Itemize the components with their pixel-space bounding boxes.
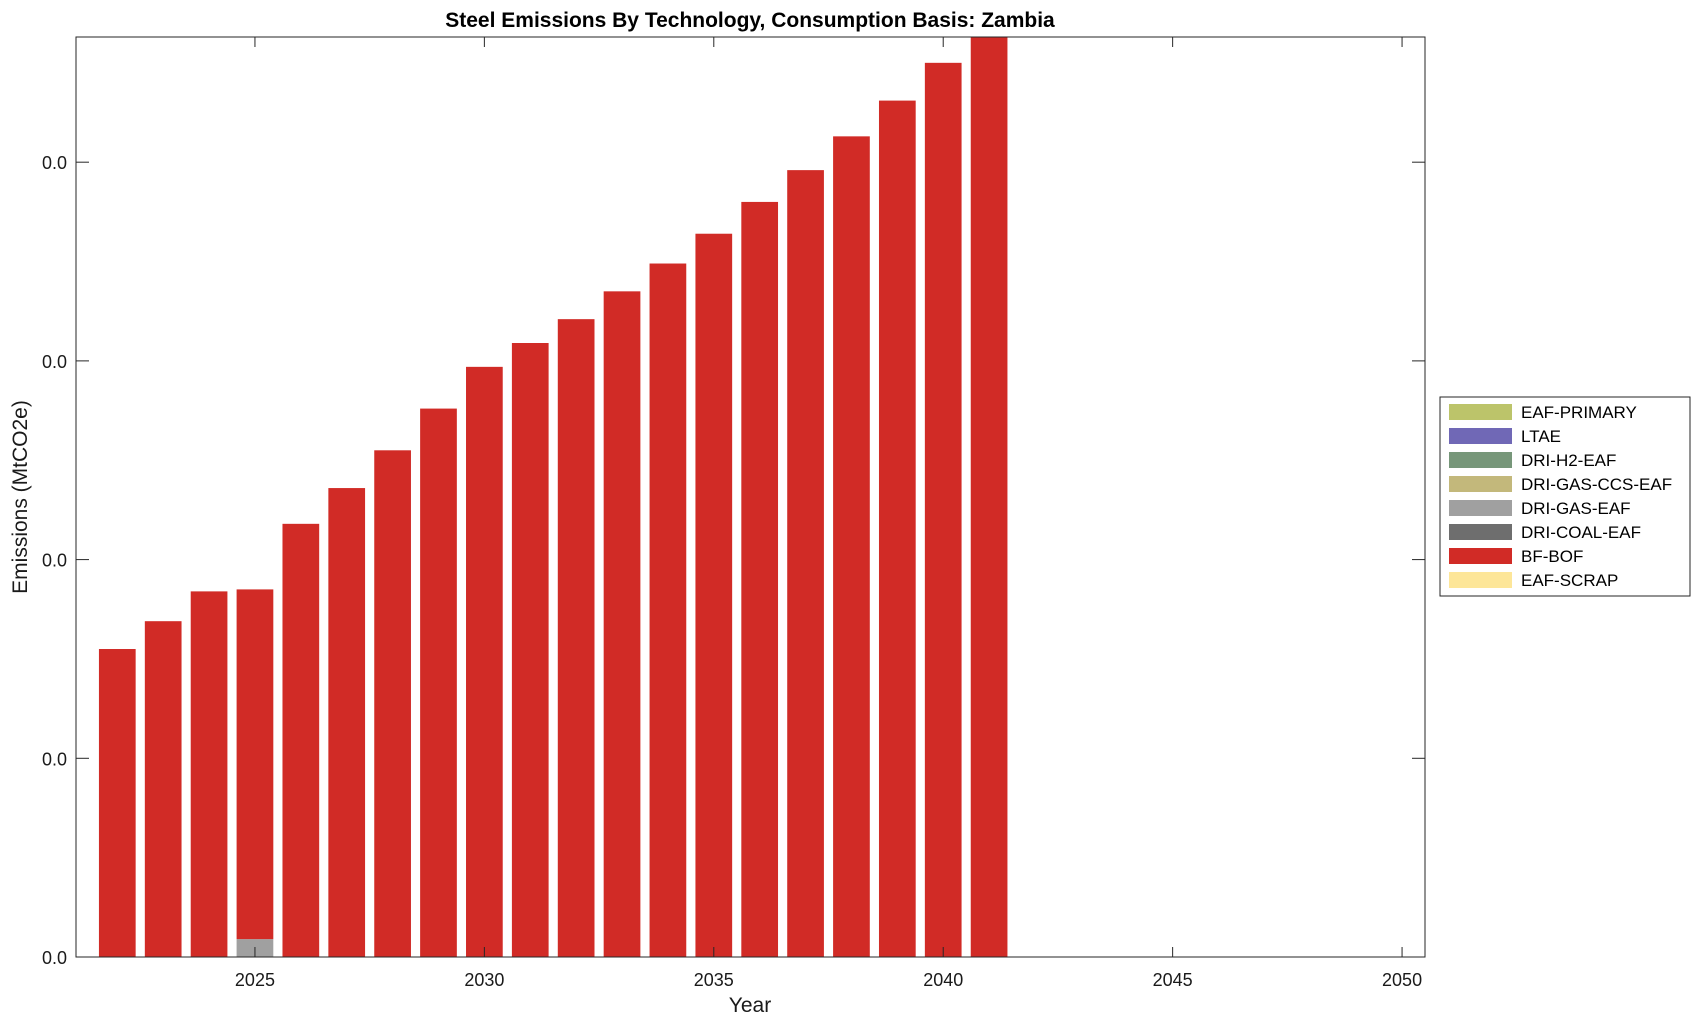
legend-swatch-eaf-scrap [1449, 572, 1512, 588]
legend-label-dri-h2-eaf: DRI-H2-EAF [1521, 451, 1616, 470]
legend-swatch-dri-h2-eaf [1449, 452, 1512, 468]
bar-bf-bof-2037 [787, 170, 824, 957]
bar-bf-bof-2041 [970, 37, 1008, 957]
x-tick-label: 2050 [1382, 970, 1422, 990]
x-axis-title: Year [729, 994, 771, 1017]
bar-bf-bof-2034 [649, 263, 687, 957]
bar-bf-bof-2033 [603, 291, 641, 958]
bar-bf-bof-2039 [878, 100, 916, 958]
x-tick-label: 2040 [923, 970, 963, 990]
legend-swatch-ltae [1449, 428, 1512, 444]
bar-bf-bof-2032 [557, 319, 595, 957]
bar-bf-bof-2026 [282, 523, 320, 957]
y-tick-label: 0.0 [42, 749, 67, 769]
bar-bf-bof-2027 [328, 488, 366, 957]
y-tick-label: 0.0 [42, 153, 67, 173]
y-axis-title: Emissions (MtCO2e) [9, 400, 32, 594]
x-tick-label: 2025 [235, 970, 275, 990]
legend-label-dri-gas-eaf: DRI-GAS-EAF [1521, 499, 1631, 518]
plot-frame [75, 36, 1426, 958]
bar-bf-bof-2030 [466, 366, 503, 958]
bar-bf-bof-2035 [695, 233, 733, 958]
x-tick-label: 2035 [694, 970, 734, 990]
legend-swatch-dri-gas-ccs-eaf [1449, 476, 1512, 492]
axis-ticks: 2025 2030 2035 2040 2045 2050 0.0 0.0 0.0 0.0 0.0 [42, 37, 1425, 990]
bars [98, 37, 1008, 958]
x-tick-label: 2030 [464, 970, 504, 990]
bar-bf-bof-2029 [420, 408, 457, 958]
legend-label-dri-gas-ccs-eaf: DRI-GAS-CCS-EAF [1521, 475, 1672, 494]
legend-label-bf-bof: BF-BOF [1521, 547, 1583, 566]
legend-swatch-eaf-primary [1449, 404, 1512, 420]
legend-label-eaf-scrap: EAF-SCRAP [1521, 571, 1618, 590]
y-tick-label: 0.0 [42, 551, 67, 571]
bar-bf-bof-2038 [833, 136, 870, 958]
chart-title: Steel Emissions By Technology, Consumpti… [445, 9, 1055, 32]
legend-swatch-bf-bof [1449, 548, 1512, 564]
legend-swatch-dri-gas-eaf [1449, 500, 1512, 516]
legend: EAF-PRIMARY LTAE DRI-H2-EAF DRI-GAS-CCS-EAF… [1439, 396, 1691, 597]
bar-bf-bof-2036 [741, 201, 779, 958]
bar-bf-bof-2031 [511, 343, 549, 957]
legend-box [1439, 396, 1691, 597]
bar-bf-bof-2025 [236, 589, 274, 940]
x-tick-label: 2045 [1153, 970, 1193, 990]
y-tick-label: 0.0 [42, 352, 67, 372]
bar-bf-bof-2023 [144, 621, 182, 957]
legend-label-eaf-primary: EAF-PRIMARY [1521, 403, 1637, 422]
bar-bf-bof-2024 [190, 591, 228, 957]
legend-swatch-dri-coal-eaf [1449, 524, 1512, 540]
legend-label-dri-coal-eaf: DRI-COAL-EAF [1521, 523, 1641, 542]
legend-label-ltae: LTAE [1521, 427, 1561, 446]
y-tick-label: 0.0 [42, 948, 67, 968]
bar-bf-bof-2028 [374, 450, 411, 957]
bar-bf-bof-2022 [98, 649, 136, 957]
bar-bf-bof-2040 [924, 62, 962, 957]
